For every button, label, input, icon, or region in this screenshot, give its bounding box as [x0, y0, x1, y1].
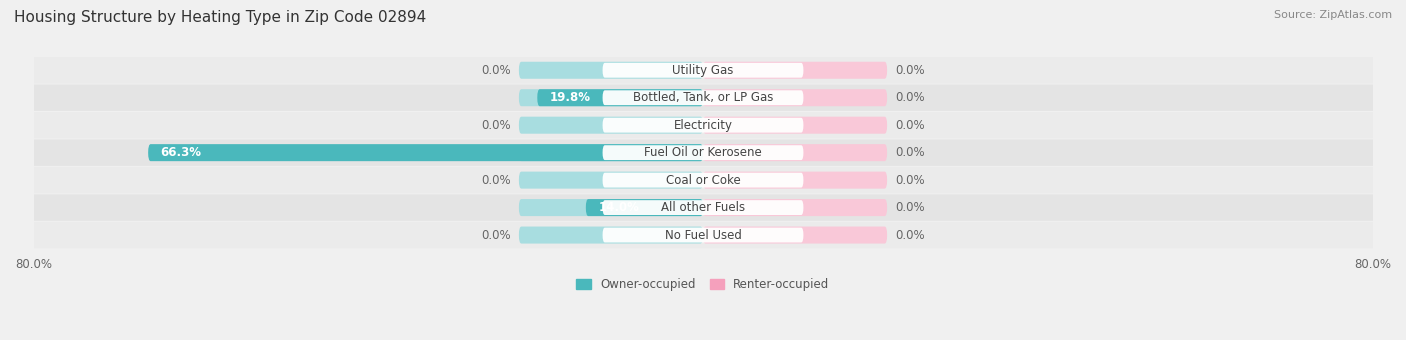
FancyBboxPatch shape — [603, 118, 803, 133]
FancyBboxPatch shape — [25, 222, 1381, 248]
Text: 14.0%: 14.0% — [599, 201, 640, 214]
FancyBboxPatch shape — [603, 228, 803, 242]
FancyBboxPatch shape — [603, 63, 803, 78]
Text: Housing Structure by Heating Type in Zip Code 02894: Housing Structure by Heating Type in Zip… — [14, 10, 426, 25]
FancyBboxPatch shape — [703, 199, 887, 216]
FancyBboxPatch shape — [519, 117, 703, 134]
FancyBboxPatch shape — [603, 90, 803, 105]
Text: 0.0%: 0.0% — [481, 119, 510, 132]
FancyBboxPatch shape — [603, 200, 803, 215]
FancyBboxPatch shape — [703, 144, 887, 161]
FancyBboxPatch shape — [148, 144, 703, 161]
Text: Electricity: Electricity — [673, 119, 733, 132]
Text: All other Fuels: All other Fuels — [661, 201, 745, 214]
Text: 0.0%: 0.0% — [481, 174, 510, 187]
FancyBboxPatch shape — [25, 194, 1381, 221]
Text: 0.0%: 0.0% — [481, 64, 510, 77]
Text: 66.3%: 66.3% — [160, 146, 201, 159]
FancyBboxPatch shape — [703, 89, 887, 106]
Text: Coal or Coke: Coal or Coke — [665, 174, 741, 187]
FancyBboxPatch shape — [519, 144, 703, 161]
FancyBboxPatch shape — [519, 226, 703, 243]
Text: 0.0%: 0.0% — [896, 91, 925, 104]
FancyBboxPatch shape — [703, 172, 887, 189]
Text: 0.0%: 0.0% — [896, 174, 925, 187]
FancyBboxPatch shape — [25, 112, 1381, 138]
Text: No Fuel Used: No Fuel Used — [665, 228, 741, 241]
FancyBboxPatch shape — [25, 57, 1381, 83]
FancyBboxPatch shape — [519, 62, 703, 79]
Text: Fuel Oil or Kerosene: Fuel Oil or Kerosene — [644, 146, 762, 159]
Text: Bottled, Tank, or LP Gas: Bottled, Tank, or LP Gas — [633, 91, 773, 104]
FancyBboxPatch shape — [25, 85, 1381, 111]
FancyBboxPatch shape — [519, 172, 703, 189]
FancyBboxPatch shape — [25, 139, 1381, 166]
FancyBboxPatch shape — [25, 167, 1381, 193]
FancyBboxPatch shape — [586, 199, 703, 216]
FancyBboxPatch shape — [603, 173, 803, 188]
Text: 0.0%: 0.0% — [481, 228, 510, 241]
Text: 0.0%: 0.0% — [896, 201, 925, 214]
Text: 19.8%: 19.8% — [550, 91, 591, 104]
Legend: Owner-occupied, Renter-occupied: Owner-occupied, Renter-occupied — [576, 278, 830, 291]
FancyBboxPatch shape — [519, 89, 703, 106]
FancyBboxPatch shape — [537, 89, 703, 106]
Text: Utility Gas: Utility Gas — [672, 64, 734, 77]
FancyBboxPatch shape — [703, 226, 887, 243]
Text: 0.0%: 0.0% — [896, 228, 925, 241]
Text: Source: ZipAtlas.com: Source: ZipAtlas.com — [1274, 10, 1392, 20]
FancyBboxPatch shape — [703, 117, 887, 134]
FancyBboxPatch shape — [519, 199, 703, 216]
Text: 0.0%: 0.0% — [896, 119, 925, 132]
FancyBboxPatch shape — [703, 62, 887, 79]
Text: 0.0%: 0.0% — [896, 146, 925, 159]
FancyBboxPatch shape — [603, 145, 803, 160]
Text: 0.0%: 0.0% — [896, 64, 925, 77]
